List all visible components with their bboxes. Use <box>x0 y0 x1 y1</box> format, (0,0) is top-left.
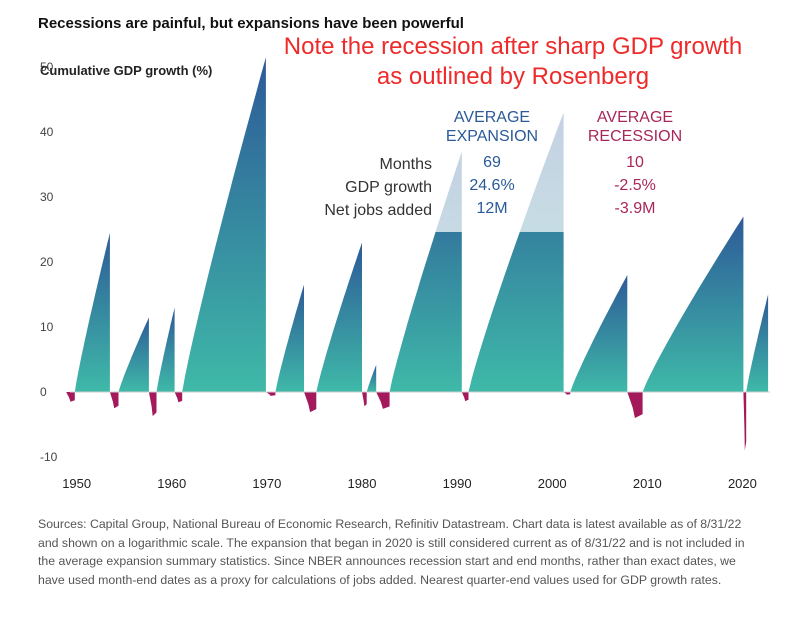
y-tick-labels: 50 40 30 20 10 0 -10 <box>40 60 58 464</box>
chart-marks <box>66 57 770 451</box>
y-tick-label: 40 <box>40 125 54 139</box>
row-label-jobs: Net jobs added <box>324 202 432 219</box>
x-tick-label: 1950 <box>62 476 91 491</box>
row-label-gdp: GDP growth <box>345 179 432 196</box>
x-tick-label: 1980 <box>348 476 377 491</box>
recession-gdp: -2.5% <box>614 177 656 194</box>
expansion-gdp: 24.6% <box>469 177 515 194</box>
expansion-jobs: 12M <box>476 200 508 217</box>
recession-header-line2: RECESSION <box>587 128 683 145</box>
expansion-months: 69 <box>483 154 501 171</box>
recession-area <box>148 392 157 417</box>
expansion-area <box>642 216 744 392</box>
expansion-area <box>746 294 769 392</box>
recession-area <box>743 392 747 451</box>
x-tick-label: 1990 <box>443 476 472 491</box>
stats-panel: AVERAGE EXPANSION AVERAGE RECESSION Mont… <box>282 100 702 232</box>
x-tick-label: 2000 <box>538 476 567 491</box>
recession-area <box>362 392 367 407</box>
recession-area <box>304 392 317 413</box>
recession-area <box>109 392 119 409</box>
x-tick-label: 1960 <box>157 476 186 491</box>
expansion-header: AVERAGE EXPANSION <box>427 108 557 146</box>
expansion-area <box>366 364 377 392</box>
y-tick-label: 20 <box>40 255 54 269</box>
recession-header: AVERAGE RECESSION <box>570 108 700 146</box>
expansion-area <box>275 284 304 392</box>
recession-area <box>627 392 643 418</box>
y-axis-label: Cumulative GDP growth (%) <box>40 63 213 78</box>
y-tick-label: 0 <box>40 385 47 399</box>
annotation-note: Note the recession after sharp GDP growt… <box>283 33 743 90</box>
recession-area <box>376 392 390 409</box>
footnote: Sources: Capital Group, National Bureau … <box>38 517 745 587</box>
expansion-area <box>316 242 362 392</box>
expansion-area <box>156 307 175 392</box>
x-tick-labels: 1950 1960 1970 1980 1990 2000 2010 2020 <box>62 476 757 491</box>
x-tick-label: 2020 <box>728 476 757 491</box>
recession-header-line1: AVERAGE <box>596 109 674 126</box>
x-tick-label: 1970 <box>252 476 281 491</box>
y-tick-label: 30 <box>40 190 54 204</box>
chart-title: Recessions are painful, but expansions h… <box>38 15 464 32</box>
recession-area <box>66 392 75 402</box>
y-tick-label: 10 <box>40 320 54 334</box>
recession-area <box>563 392 571 395</box>
expansion-area <box>118 317 149 392</box>
recession-area <box>461 392 469 402</box>
recession-jobs: -3.9M <box>614 200 656 217</box>
y-tick-label: 50 <box>40 60 54 74</box>
y-tick-label: -10 <box>40 450 58 464</box>
row-label-months: Months <box>379 156 432 173</box>
expansion-header-line1: AVERAGE <box>453 109 531 126</box>
expansion-header-line2: EXPANSION <box>445 128 539 145</box>
expansion-area <box>182 57 266 393</box>
expansion-area <box>570 275 628 392</box>
recession-months: 10 <box>626 154 644 171</box>
recession-area <box>174 392 183 403</box>
x-tick-label: 2010 <box>633 476 662 491</box>
recession-area <box>265 392 276 396</box>
expansion-area <box>74 232 110 392</box>
